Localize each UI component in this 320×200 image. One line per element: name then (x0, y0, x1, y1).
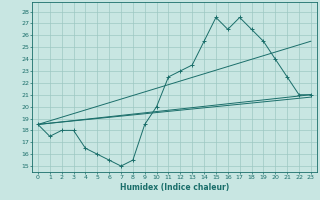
X-axis label: Humidex (Indice chaleur): Humidex (Indice chaleur) (120, 183, 229, 192)
